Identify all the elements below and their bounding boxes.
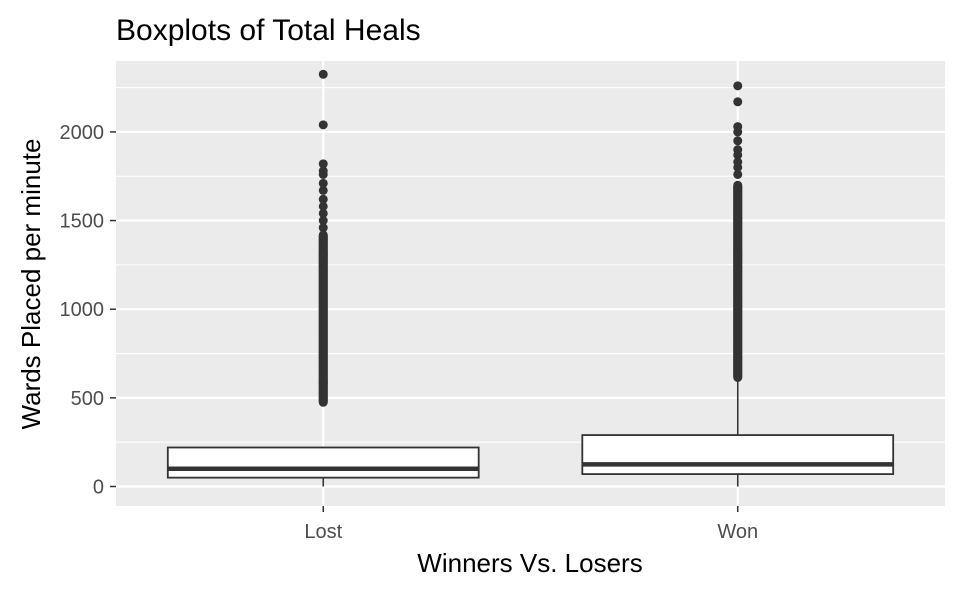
outlier-point xyxy=(318,166,328,176)
y-tick-label: 500 xyxy=(71,388,104,410)
box-iqr xyxy=(581,434,895,475)
outlier-point xyxy=(318,216,328,226)
y-axis: 0 500 1000 1500 2000 xyxy=(60,122,116,498)
x-axis-title: Winners Vs. Losers xyxy=(417,548,642,578)
outlier-point xyxy=(733,145,743,155)
outlier-point xyxy=(733,180,743,190)
outlier-point xyxy=(733,157,743,167)
outlier-point xyxy=(733,169,743,179)
box-iqr xyxy=(166,446,480,479)
y-axis-title: Wards Placed per minute xyxy=(16,139,46,430)
outlier-point xyxy=(318,120,328,130)
y-tick-label: 1000 xyxy=(60,299,105,321)
outlier-point xyxy=(318,223,328,233)
x-axis: Lost Won xyxy=(304,506,758,543)
outlier-point xyxy=(318,194,328,204)
outlier-point xyxy=(318,69,328,79)
y-tick-label: 2000 xyxy=(60,122,105,144)
chart-title: Boxplots of Total Heals xyxy=(116,14,421,47)
x-tick-label: Lost xyxy=(304,521,342,543)
outlier-point xyxy=(318,201,328,211)
outlier-point xyxy=(318,159,328,169)
outlier-point xyxy=(318,208,328,218)
outlier-point xyxy=(733,136,743,146)
outlier-point xyxy=(733,122,743,132)
outlier-point xyxy=(733,81,743,91)
outlier-point xyxy=(318,230,328,240)
outlier-point xyxy=(318,178,328,188)
outlier-point xyxy=(318,185,328,195)
boxes-layer xyxy=(166,69,895,487)
y-tick-label: 1500 xyxy=(60,211,105,233)
box-lost xyxy=(166,69,480,487)
outlier-point xyxy=(733,97,743,107)
x-tick-label: Won xyxy=(717,521,758,543)
box-won xyxy=(581,81,895,487)
plot-panel xyxy=(116,61,945,506)
y-tick-label: 0 xyxy=(93,476,104,498)
